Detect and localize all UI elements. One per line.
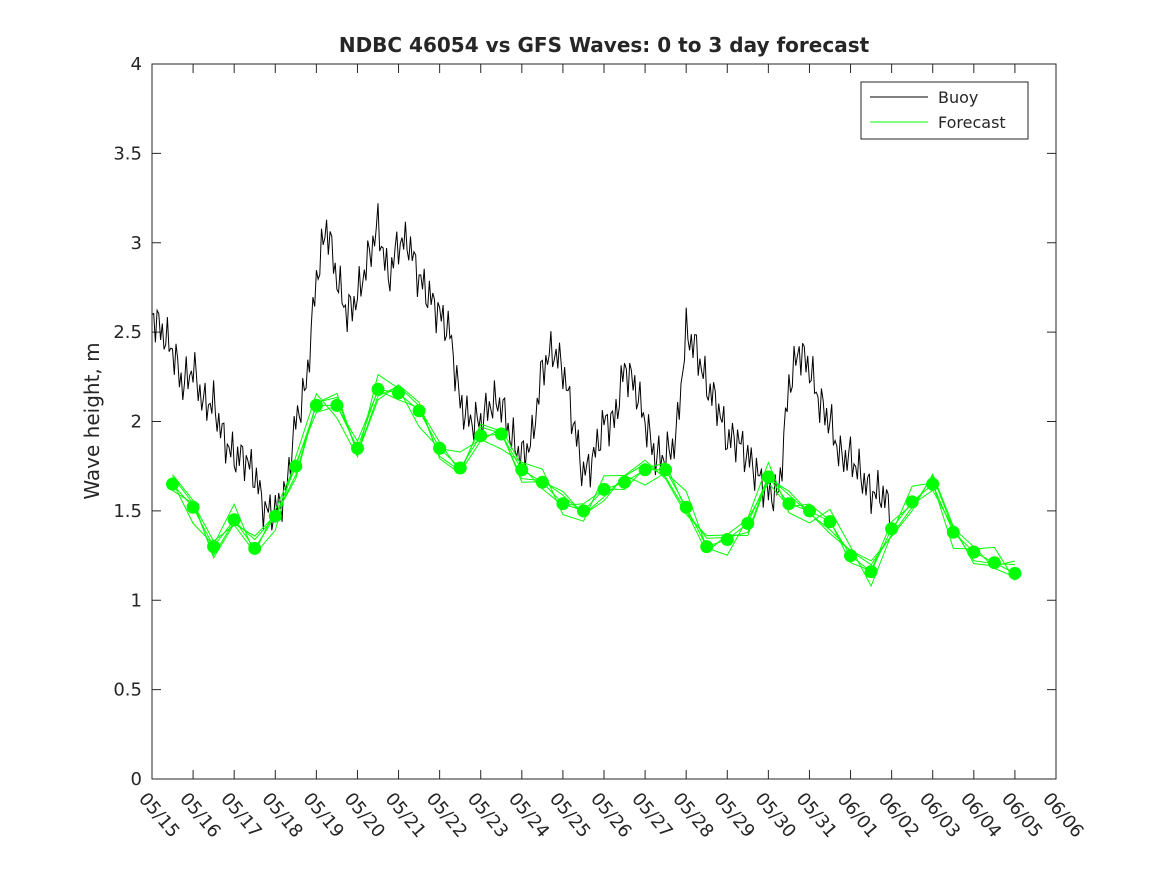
legend-buoy-label: Buoy: [938, 88, 978, 107]
x-tick-label: 05/19: [299, 789, 348, 842]
forecast-point: [720, 533, 734, 546]
x-tick-label: 05/30: [751, 789, 800, 842]
forecast-point: [248, 541, 262, 555]
x-tick-label: 05/26: [586, 789, 635, 842]
legend-box: [860, 81, 1029, 140]
forecast-point: [679, 500, 693, 514]
x-tick-label: 05/15: [134, 789, 183, 842]
forecast-point: [741, 516, 755, 530]
forecast-point: [207, 540, 221, 554]
forecast-point: [453, 461, 467, 475]
y-tick-label: 1.5: [113, 501, 142, 522]
forecast-point: [905, 495, 919, 509]
y-tick-label: 2.5: [113, 322, 142, 343]
x-tick-label: 05/21: [381, 789, 430, 842]
forecast-point: [433, 441, 447, 455]
x-tick-label: 05/27: [627, 789, 676, 842]
forecast-series-line: [172, 384, 1016, 567]
x-tick-label: 05/28: [668, 789, 717, 842]
y-tick-label: 3.5: [113, 143, 142, 164]
y-tick-label: 4: [131, 54, 142, 75]
y-tick-label: 2: [131, 412, 142, 433]
forecast-point: [659, 463, 673, 477]
y-tick-label: 0.5: [113, 680, 142, 701]
plot-lines: [151, 203, 1022, 588]
forecast-point: [351, 441, 364, 455]
forecast-series-line: [172, 388, 1016, 574]
y-tick-label: 1: [131, 590, 142, 611]
x-tick-label: 06/05: [997, 789, 1046, 842]
forecast-point: [700, 540, 714, 554]
x-tick-label: 05/20: [340, 789, 389, 842]
forecast-point: [474, 429, 488, 443]
forecast-point: [268, 509, 282, 523]
forecast-point: [371, 382, 385, 396]
forecast-series-line: [172, 389, 1016, 578]
forecast-point: [515, 463, 529, 477]
forecast-point: [946, 525, 960, 539]
forecast-point: [392, 386, 405, 400]
forecast-point: [926, 477, 940, 491]
forecast-point: [494, 427, 508, 441]
x-tick-label: 06/02: [874, 789, 923, 842]
chart-title: NDBC 46054 vs GFS Waves: 0 to 3 day fore…: [339, 33, 870, 57]
x-tick-label: 05/17: [216, 789, 265, 842]
y-axis: 0 0.5 1 1.5 2 2.5 3 3.5 4: [113, 54, 1056, 790]
x-tick-label: 05/25: [545, 789, 594, 842]
forecast-point: [577, 504, 590, 518]
forecast-point: [823, 515, 837, 529]
y-axis-label: Wave height, m: [80, 342, 104, 499]
forecast-point: [166, 477, 179, 491]
x-tick-label: 05/16: [175, 789, 224, 842]
forecast-point: [535, 475, 549, 489]
forecast-point: [803, 504, 816, 518]
x-tick-label: 05/18: [257, 789, 306, 842]
x-tick-label: 05/22: [422, 789, 471, 842]
forecast-point: [618, 475, 631, 489]
forecast-point: [556, 497, 570, 511]
forecast-point: [885, 522, 899, 536]
forecast-point: [967, 545, 981, 559]
x-tick-label: 05/29: [709, 789, 758, 842]
forecast-point: [1008, 566, 1022, 580]
legend-forecast-label: Forecast: [938, 113, 1006, 132]
x-tick-label: 06/04: [956, 789, 1005, 842]
forecast-point: [638, 463, 652, 477]
forecast-point: [864, 565, 878, 579]
forecast-series-line: [172, 373, 1016, 588]
forecast-point: [289, 459, 303, 473]
x-tick-label: 06/01: [833, 789, 882, 842]
x-tick-label: 06/03: [915, 789, 964, 842]
buoy-series-line: [151, 203, 891, 532]
x-tick-label: 06/06: [1038, 789, 1087, 842]
y-tick-label: 0: [131, 769, 142, 790]
forecast-point: [782, 497, 796, 511]
x-tick-label: 05/23: [463, 789, 512, 842]
legend: Buoy Forecast: [860, 81, 1029, 140]
forecast-point: [412, 404, 426, 418]
forecast-point: [227, 513, 241, 527]
forecast-point: [330, 398, 344, 412]
forecast-point: [761, 470, 775, 484]
x-tick-label: 05/24: [504, 789, 553, 842]
y-tick-label: 3: [131, 233, 142, 254]
forecast-point: [309, 398, 323, 412]
forecast-point: [186, 500, 200, 514]
forecast-point: [987, 556, 1001, 570]
x-tick-label: 05/31: [792, 789, 841, 842]
x-axis: 05/1505/1605/1705/1805/1905/2005/2105/22…: [134, 64, 1088, 842]
forecast-point: [844, 549, 857, 563]
forecast-point: [597, 482, 611, 496]
